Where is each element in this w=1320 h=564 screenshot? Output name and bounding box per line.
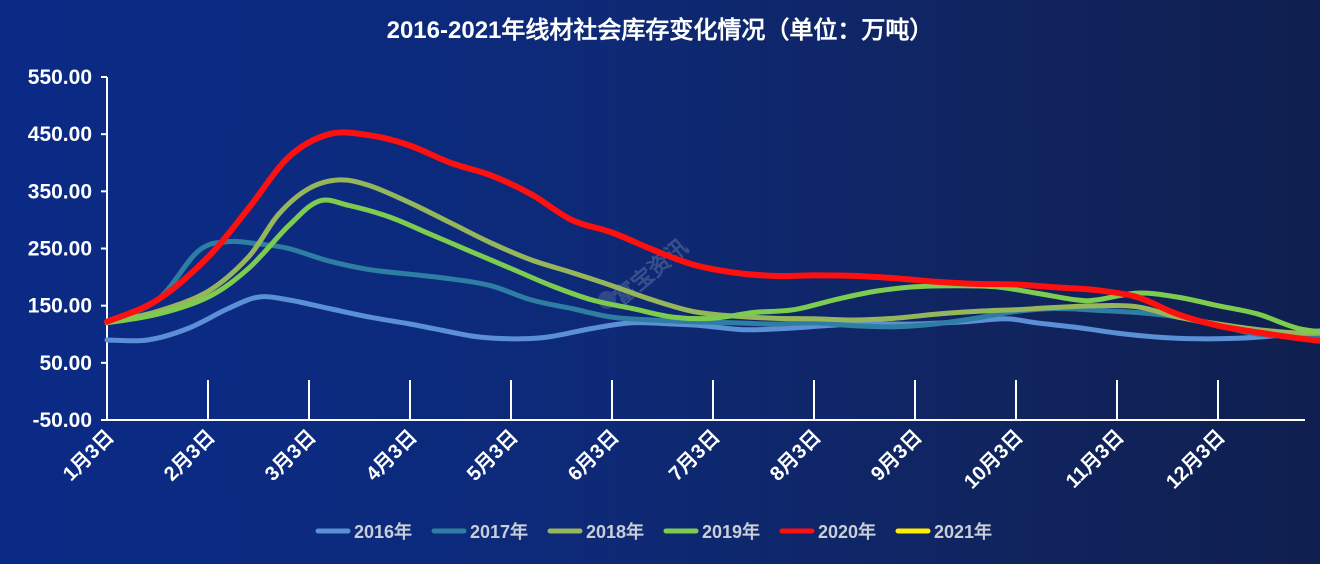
legend-label-2017年: 2017年	[470, 521, 528, 542]
y-tick-label: 250.00	[28, 238, 92, 261]
x-tick-label: 12月3日	[1162, 426, 1229, 493]
x-tick-label: 11月3日	[1062, 426, 1129, 493]
axes: 550.00 450.00 350.00 250.00 150.00 50.00 -50.0…	[28, 66, 1305, 493]
series-line-2016年	[104, 294, 1320, 344]
legend-label-2019年: 2019年	[702, 521, 760, 542]
series-line-2017年	[104, 238, 1320, 340]
legend-label-2018年: 2018年	[586, 521, 644, 542]
series-line-2020年	[104, 129, 1320, 344]
x-tick-label: 7月3日	[665, 426, 725, 486]
x-tick-label: 5月3日	[463, 426, 523, 486]
x-tick-label: 9月3日	[867, 426, 927, 486]
chart-title: 2016-2021年线材社会库存变化情况（单位：万吨）	[387, 16, 934, 44]
x-tick-label: 10月3日	[960, 426, 1027, 493]
series-lines	[104, 129, 1320, 344]
y-tick-label: 50.00	[39, 352, 92, 375]
x-tick-label: 4月3日	[362, 426, 422, 486]
x-tick-label: 2月3日	[160, 426, 220, 486]
legend-label-2021年: 2021年	[934, 521, 992, 542]
legend-label-2020年: 2020年	[818, 521, 876, 542]
y-tick-label: 550.00	[28, 66, 92, 89]
legend: 2016年 2017年 2018年 2019年 2020年 2021年	[315, 521, 992, 542]
legend-label-2016年: 2016年	[354, 521, 412, 542]
y-tick-label: 450.00	[28, 123, 92, 146]
y-tick-label: 350.00	[28, 180, 92, 203]
x-tick-label: 6月3日	[564, 426, 624, 486]
y-tick-label: -50.00	[32, 409, 92, 432]
x-tick-label: 1月3日	[59, 426, 119, 486]
series-line-2019年	[104, 197, 1320, 335]
x-tick-label: 8月3日	[766, 426, 826, 486]
x-tick-label: 3月3日	[261, 426, 321, 486]
y-tick-label: 150.00	[28, 295, 92, 318]
